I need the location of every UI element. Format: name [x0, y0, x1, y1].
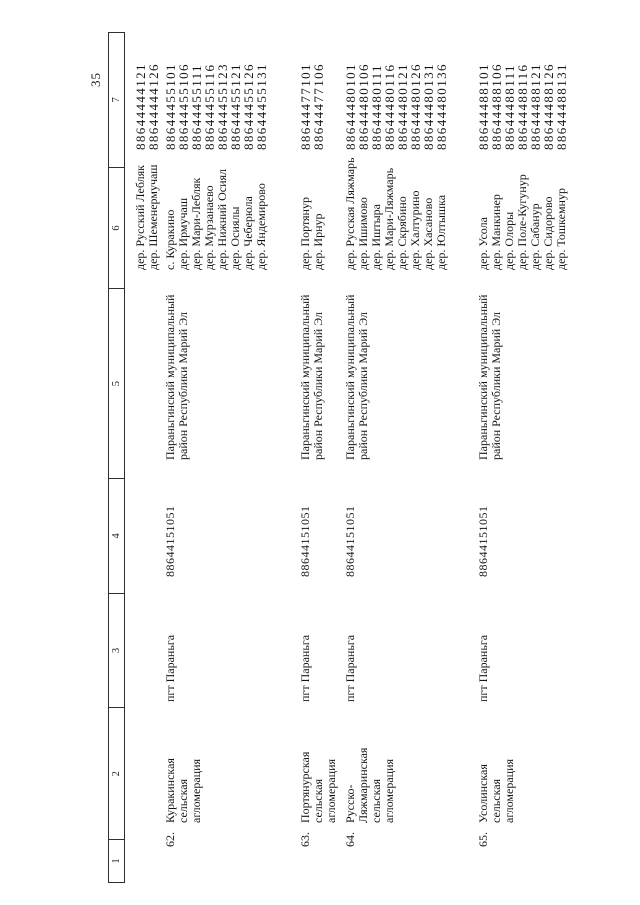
column-number-5: 5 — [109, 288, 124, 478]
center-cell: пгт Параньга — [298, 634, 312, 702]
center-code-cell: 88644151051 — [476, 505, 490, 578]
settlement-codes-cell: 88644480101 88644480106 88644480111 8864… — [343, 63, 449, 150]
settlements-cell: с. Куракино дер. Ирмучаш дер. Мари-Лебля… — [163, 169, 268, 270]
agglomeration-name-cell: Русско- Ляжмаринская сельская агломераци… — [343, 748, 396, 823]
settlements-cell: дер. Русская Ляжмарь дер. Ишимово дер. И… — [343, 157, 448, 270]
district-line: район Республики Марий Эл — [356, 312, 370, 460]
settlement-codes-cell: 88644444121 88644444126 — [133, 63, 161, 150]
column-number-1: 1 — [109, 839, 124, 882]
settlement-code: 88644455131 — [254, 63, 269, 150]
agglomeration-name-cell: Куракинская сельская агломерация — [163, 758, 203, 823]
settlements-cell: дер. Портянур дер. Ирнур — [298, 197, 325, 270]
settlement-code: 88644477106 — [311, 63, 326, 150]
agglomeration-name-line: агломерация — [324, 758, 338, 823]
settlement-name: дер. Ирнур — [311, 213, 325, 270]
settlement-name: дер. Юлтышка — [434, 194, 448, 270]
column-number-3: 3 — [109, 592, 124, 708]
page-number: 35 — [88, 72, 103, 87]
settlement-code: 88644488131 — [554, 63, 569, 150]
district-line: район Республики Марий Эл — [311, 312, 325, 460]
agglomeration-name-cell: Портянурская сельская агломерация — [298, 752, 338, 823]
row-number: 65. — [476, 832, 490, 847]
center-code-cell: 88644151051 — [163, 505, 177, 578]
settlements-cell: дер. Русский Лебляк дер. Шеменермучаш — [133, 164, 160, 270]
center-code-cell: 88644151051 — [298, 505, 312, 578]
row-number: 63. — [298, 832, 312, 847]
district-line: район Республики Марий Эл — [489, 312, 503, 460]
settlement-name: дер. Тошкемнур — [554, 188, 568, 270]
district-cell: Параньгинский муниципальный район Респуб… — [298, 295, 325, 460]
settlement-codes-cell: 88644455101 88644455106 88644455111 8864… — [163, 63, 269, 150]
district-cell: Параньгинский муниципальный район Респуб… — [163, 295, 190, 460]
agglomeration-name-line: агломерация — [502, 758, 516, 823]
district-cell: Параньгинский муниципальный район Респуб… — [343, 295, 370, 460]
district-cell: Параньгинский муниципальный район Респуб… — [476, 295, 503, 460]
settlement-codes-cell: 88644477101 88644477106 — [298, 63, 326, 150]
column-number-2: 2 — [109, 707, 124, 840]
agglomeration-name-cell: Усолинская сельская агломерация — [476, 758, 516, 823]
center-code-cell: 88644151051 — [343, 505, 357, 578]
district-line: район Республики Марий Эл — [176, 312, 190, 460]
column-number-4: 4 — [109, 477, 124, 593]
table-header-band: 1 2 3 4 5 6 7 — [108, 32, 125, 883]
settlement-codes-cell: 88644488101 88644488106 88644488111 8864… — [476, 63, 569, 150]
center-cell: пгт Параньга — [343, 634, 357, 702]
column-number-6: 6 — [109, 166, 124, 289]
row-number: 64. — [343, 832, 357, 847]
center-cell: пгт Параньга — [476, 634, 490, 702]
settlement-name: дер. Яндемирово — [254, 183, 268, 270]
center-cell: пгт Параньга — [163, 634, 177, 702]
column-number-7: 7 — [110, 97, 122, 103]
agglomeration-name-line: агломерация — [189, 758, 203, 823]
row-number: 62. — [163, 832, 177, 847]
settlement-code: 88644444126 — [146, 63, 161, 150]
settlement-name: дер. Шеменермучаш — [146, 164, 160, 270]
settlement-code: 88644480136 — [434, 63, 449, 150]
agglomeration-name-line: агломерация — [382, 758, 396, 823]
settlements-cell: дер. Усола дер. Манкинер дер. Олоры дер.… — [476, 174, 568, 270]
